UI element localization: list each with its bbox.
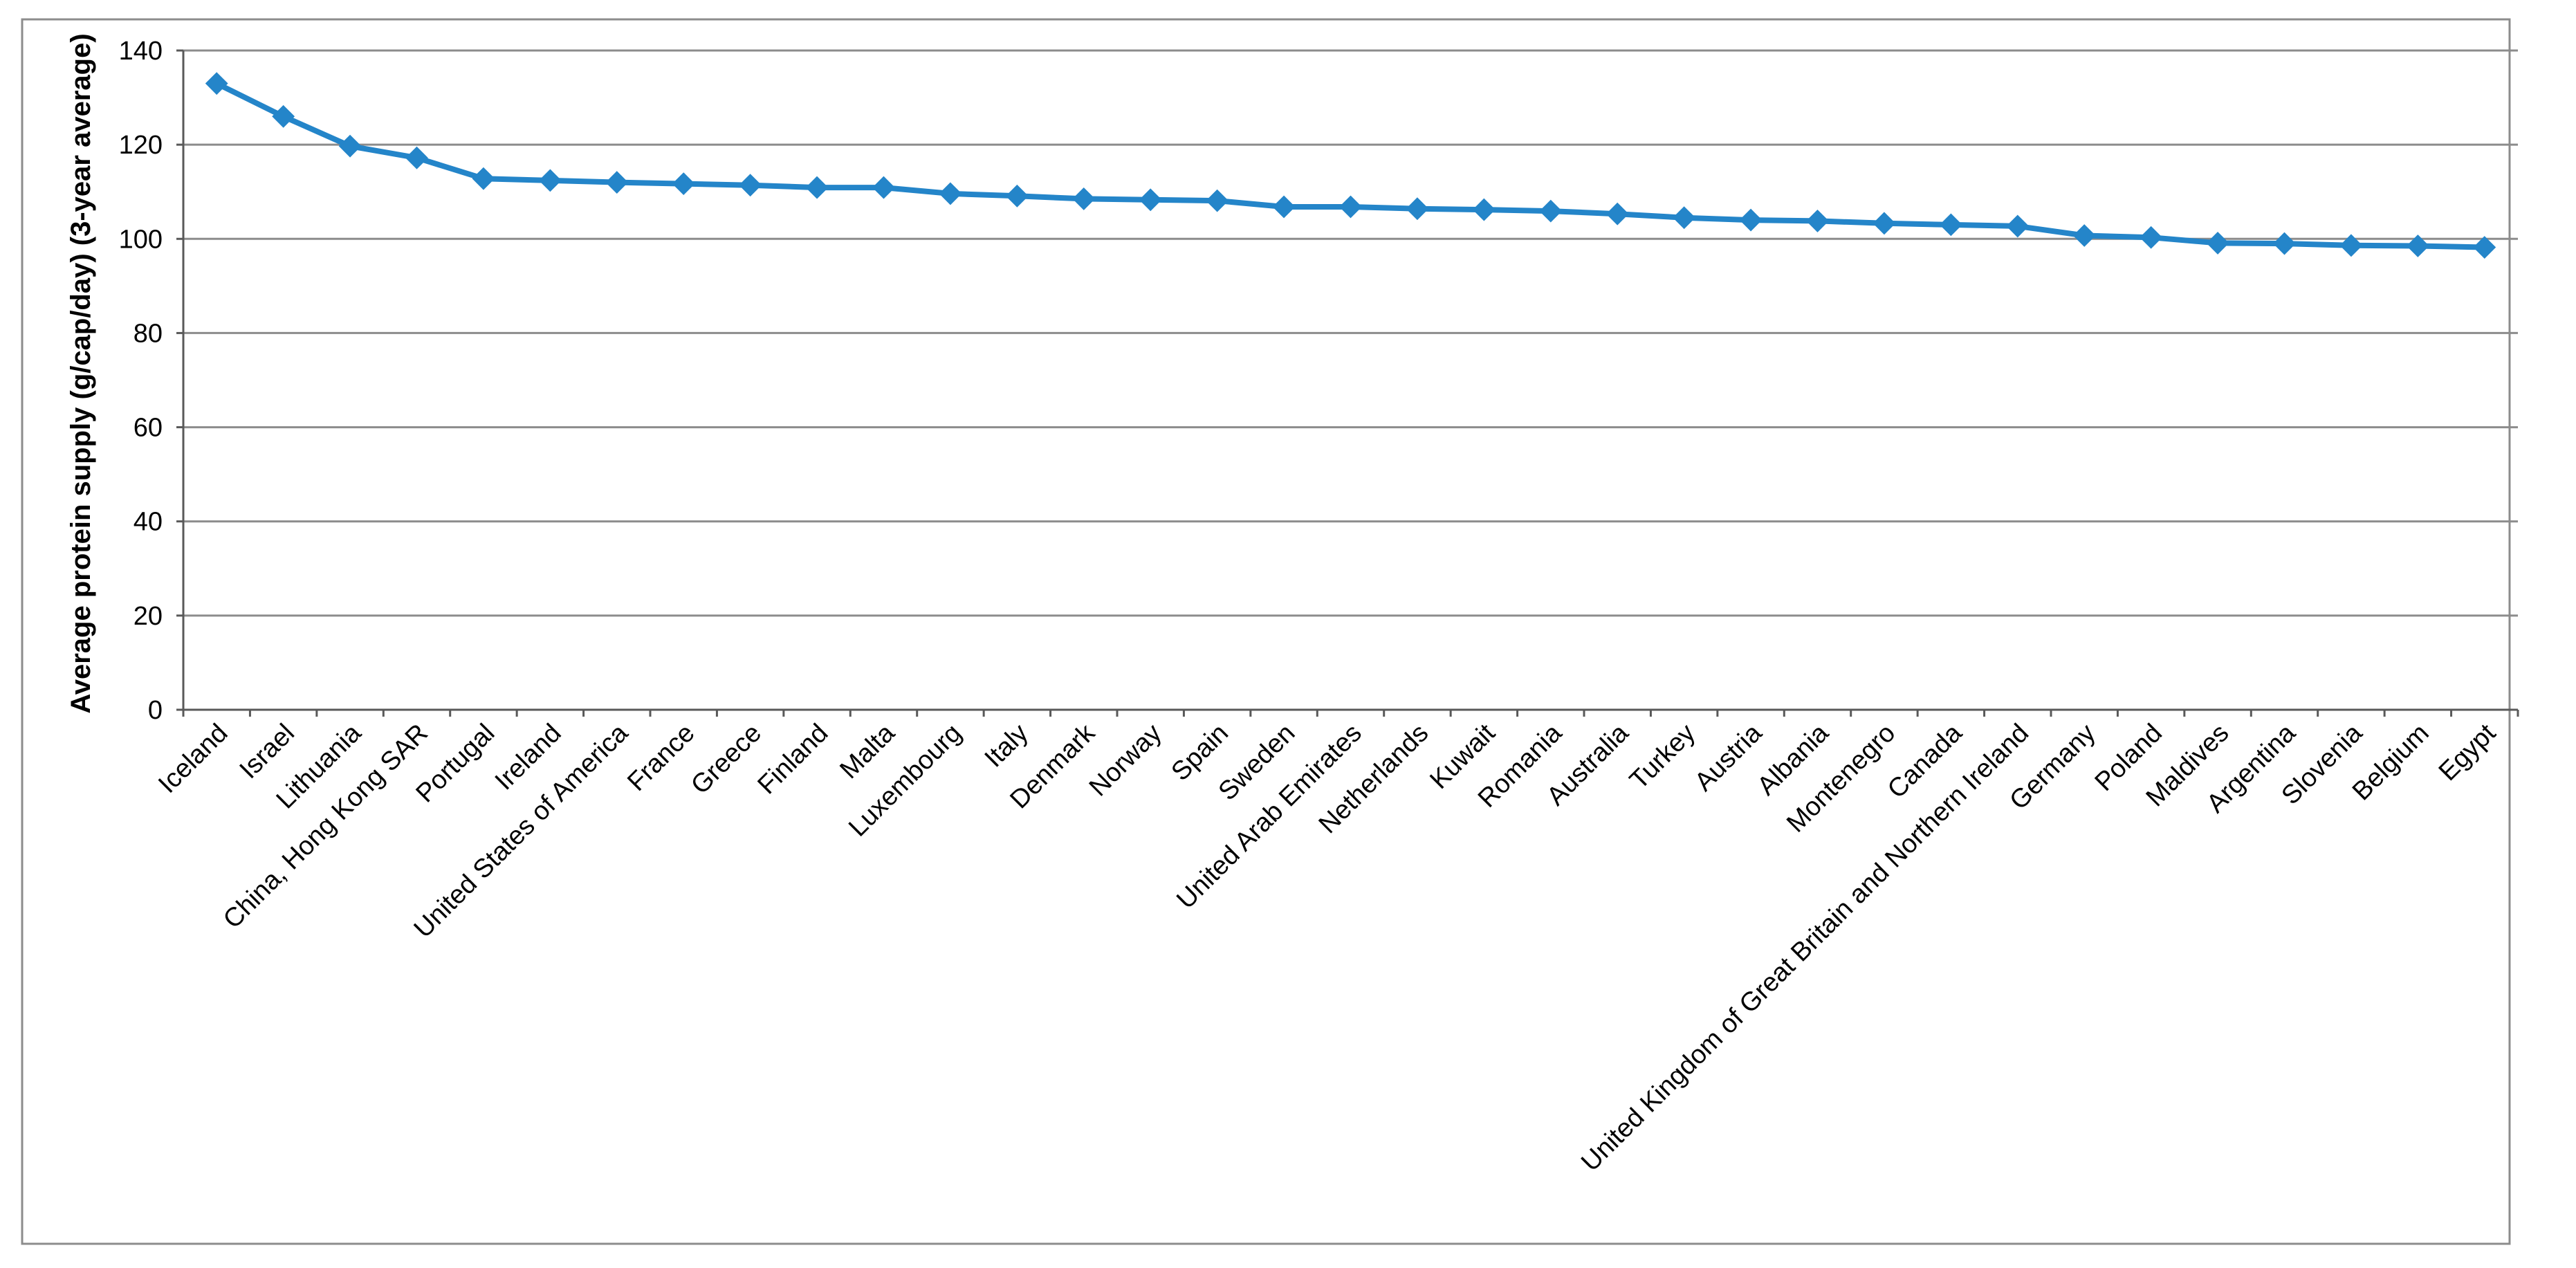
data-point-marker: [1606, 202, 1629, 226]
chart-frame-border: [21, 18, 2511, 1245]
y-tick-label: 140: [119, 37, 163, 66]
data-point-marker: [1406, 197, 1429, 221]
data-point-marker: [472, 167, 495, 190]
y-tick-label: 120: [119, 131, 163, 160]
data-point-marker: [405, 146, 428, 169]
axes: [176, 49, 2519, 717]
data-point-marker: [2406, 235, 2429, 257]
data-point-marker: [205, 72, 228, 95]
data-point-marker: [272, 104, 295, 128]
data-point-marker: [338, 134, 362, 158]
y-tick-label: 100: [119, 225, 163, 254]
data-point-marker: [1472, 198, 1496, 221]
data-point-marker: [1206, 189, 1229, 212]
data-point-marker: [2473, 236, 2496, 259]
data-point-marker: [1673, 206, 1696, 230]
data-point-marker: [2140, 226, 2163, 249]
data-point-marker: [1339, 195, 1362, 219]
series: [205, 72, 2496, 259]
data-point-marker: [1873, 212, 1896, 235]
data-point-marker: [2206, 231, 2229, 255]
y-axis-title: Average protein supply (g/cap/day) (3-ye…: [66, 33, 96, 713]
y-tick-label: 20: [134, 602, 163, 631]
data-point-marker: [1072, 187, 1096, 210]
data-point-marker: [872, 176, 895, 199]
data-point-marker: [2072, 224, 2096, 247]
data-point-marker: [1806, 210, 1829, 232]
y-tick-label: 40: [134, 508, 163, 537]
data-point-marker: [538, 169, 562, 192]
y-tick-label: 60: [134, 414, 163, 443]
data-point-marker: [2273, 232, 2296, 255]
data-point-marker: [672, 172, 695, 196]
data-point-marker: [739, 174, 762, 197]
y-tick-label: 80: [134, 319, 163, 348]
data-point-marker: [2006, 214, 2030, 238]
data-point-marker: [805, 176, 829, 199]
data-point-marker: [1139, 188, 1162, 212]
data-point-marker: [605, 171, 629, 194]
data-point-marker: [1739, 208, 1763, 232]
y-tick-label: 0: [148, 696, 163, 725]
data-point-marker: [2339, 234, 2363, 257]
data-point-marker: [939, 182, 962, 205]
data-point-marker: [1272, 195, 1296, 219]
data-point-marker: [1539, 199, 1563, 223]
y-tick-labels: 0 20 40 60 80 100 120 140: [119, 37, 163, 725]
data-point-marker: [1939, 213, 1962, 237]
data-point-marker: [1005, 184, 1029, 208]
gridlines: [183, 49, 2518, 617]
